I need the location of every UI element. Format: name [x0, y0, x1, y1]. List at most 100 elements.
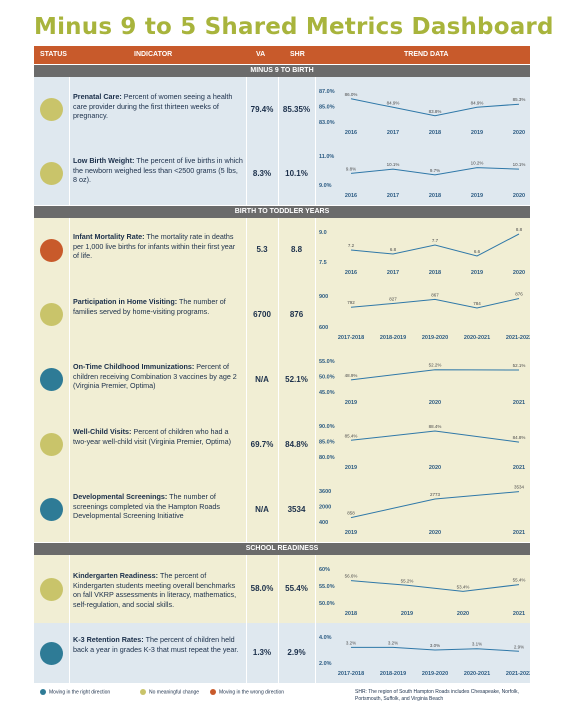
section-header: MINUS 9 TO BIRTH — [34, 65, 530, 77]
indicator-cell: Low Birth Weight: The percent of live bi… — [69, 142, 247, 205]
data-label: 55.2% — [401, 578, 414, 583]
status-cell — [34, 412, 70, 477]
data-label: 48.9% — [345, 373, 358, 378]
indicator-cell: On-Time Childhood Immunizations: Percent… — [69, 347, 247, 412]
section-header: BIRTH TO TODDLER YEARS — [34, 206, 530, 218]
y-tick-label: 90.0% — [319, 424, 335, 430]
va-value: 6700 — [253, 310, 271, 319]
data-label: 86.0% — [345, 92, 358, 97]
va-cell: N/A — [246, 477, 279, 542]
trend-cell: 900 600 792 2017-2018 827 2018-2019 867 2019-20… — [315, 282, 532, 347]
shr-value: 85.35% — [282, 105, 311, 114]
va-value: N/A — [255, 375, 269, 384]
y-tick-label: 400 — [319, 520, 328, 526]
data-label: 3534 — [514, 485, 525, 490]
data-label: 52.2% — [429, 363, 442, 368]
y-tick-label: 55.0% — [319, 359, 335, 365]
data-label: 9.7% — [430, 168, 440, 173]
status-yellow-dot-icon — [40, 433, 63, 456]
x-tick-label: 2017 — [387, 130, 399, 136]
va-cell: 79.4% — [246, 77, 279, 142]
indicator-description: The percent of children held back a year… — [73, 635, 239, 654]
trend-cell: 3600 2000 400 858 2019 2773 2020 3534 2021 — [315, 477, 530, 542]
header-shr: SHR — [290, 51, 305, 58]
indicator-name: On-Time Childhood Immunizations: — [73, 362, 195, 371]
shr-cell: 55.4% — [278, 555, 316, 623]
x-tick-label: 2021 — [513, 611, 525, 617]
x-tick-label: 2020-2021 — [464, 335, 490, 341]
metric-row: Low Birth Weight: The percent of live bi… — [34, 142, 530, 206]
x-tick-label: 2020-2021 — [464, 671, 490, 677]
x-tick-label: 2019 — [345, 465, 357, 471]
trend-line — [350, 98, 520, 117]
status-cell — [34, 347, 70, 412]
indicator-description: The mortality rate in deaths per 1,000 l… — [73, 232, 236, 260]
indicator-description: Percent of children receiving Combinatio… — [73, 362, 237, 390]
trend-line — [350, 430, 520, 443]
x-tick-label: 2021-2022 — [506, 335, 530, 341]
y-tick-label: 7.5 — [319, 260, 327, 266]
indicator-description: Percent of women seeing a health care pr… — [73, 92, 233, 120]
data-label: 85.4% — [345, 433, 358, 438]
trend-chart: 3600 2000 400 858 2019 2773 2020 3534 2021 — [319, 485, 525, 536]
x-tick-label: 2016 — [345, 193, 357, 199]
trend-line — [350, 233, 520, 257]
x-tick-label: 2018 — [429, 193, 441, 199]
shr-cell: 85.35% — [278, 77, 316, 142]
status-cell — [34, 77, 70, 142]
trend-chart: 87.0% 85.0% 83.0% 86.0% 2016 84.9% 2017 83.8% 20… — [319, 89, 526, 136]
y-tick-label: 50.0% — [319, 601, 335, 607]
trend-chart: 60% 55.0% 50.0% 56.6% 2018 55.2% 2019 53.4% 2020… — [319, 567, 525, 617]
shr-cell: 52.1% — [278, 347, 316, 412]
indicator-cell: Infant Mortality Rate: The mortality rat… — [69, 218, 247, 282]
indicator-name: Well-Child Visits: — [73, 427, 132, 436]
y-tick-label: 50.0% — [319, 375, 335, 381]
trend-cell: 55.0% 50.0% 45.0% 48.9% 2019 52.2% 2020 52.1% 20… — [315, 347, 530, 412]
x-tick-label: 2019 — [345, 530, 357, 536]
data-label: 9.8% — [346, 166, 356, 171]
data-label: 85.3% — [513, 97, 526, 102]
indicator-description: The percent of Kindergarten students mee… — [73, 571, 237, 609]
y-tick-label: 900 — [319, 294, 328, 300]
trend-line — [350, 298, 520, 309]
section-header: SCHOOL READINESS — [34, 543, 530, 555]
x-tick-label: 2020 — [429, 530, 441, 536]
trend-cell: 90.0% 85.0% 80.0% 85.4% 2019 88.4% 2020 84.8% 20… — [315, 412, 530, 477]
y-tick-label: 9.0% — [319, 183, 332, 189]
data-label: 6.6 — [474, 249, 481, 254]
x-tick-label: 2019 — [471, 193, 483, 199]
x-tick-label: 2019 — [401, 611, 413, 617]
x-tick-label: 2019 — [471, 270, 483, 276]
x-tick-label: 2017-2018 — [338, 671, 364, 677]
indicator-name: K-3 Retention Rates: — [73, 635, 144, 644]
x-tick-label: 2020 — [513, 270, 525, 276]
status-cell — [34, 623, 70, 683]
x-tick-label: 2020 — [429, 465, 441, 471]
x-tick-label: 2018 — [429, 270, 441, 276]
va-cell: 5.3 — [246, 218, 279, 282]
shr-cell: 84.8% — [278, 412, 316, 477]
y-tick-label: 55.0% — [319, 584, 335, 590]
x-tick-label: 2016 — [345, 130, 357, 136]
status-yellow-dot-icon — [40, 303, 63, 326]
data-label: 10.2% — [471, 161, 484, 166]
trend-chart: 900 600 792 2017-2018 827 2018-2019 867 2019-20… — [319, 291, 532, 341]
data-label: 792 — [347, 300, 355, 305]
va-value: 69.7% — [250, 440, 274, 449]
va-value: 5.3 — [256, 245, 268, 254]
y-tick-label: 83.0% — [319, 120, 335, 126]
x-tick-label: 2021-2022 — [506, 671, 530, 677]
shr-cell: 3534 — [278, 477, 316, 542]
va-value: 8.3% — [252, 169, 272, 178]
status-cell — [34, 282, 70, 347]
x-tick-label: 2019-2020 — [422, 335, 448, 341]
shr-cell: 10.1% — [278, 142, 316, 205]
data-label: 784 — [473, 301, 481, 306]
y-tick-label: 80.0% — [319, 455, 335, 461]
status-yellow-dot-icon — [40, 578, 63, 601]
data-label: 3.2% — [346, 640, 356, 645]
x-tick-label: 2017-2018 — [338, 335, 364, 341]
shr-cell: 2.9% — [278, 623, 316, 683]
va-cell: 1.3% — [246, 623, 279, 683]
indicator-name: Participation in Home Visiting: — [73, 297, 178, 306]
